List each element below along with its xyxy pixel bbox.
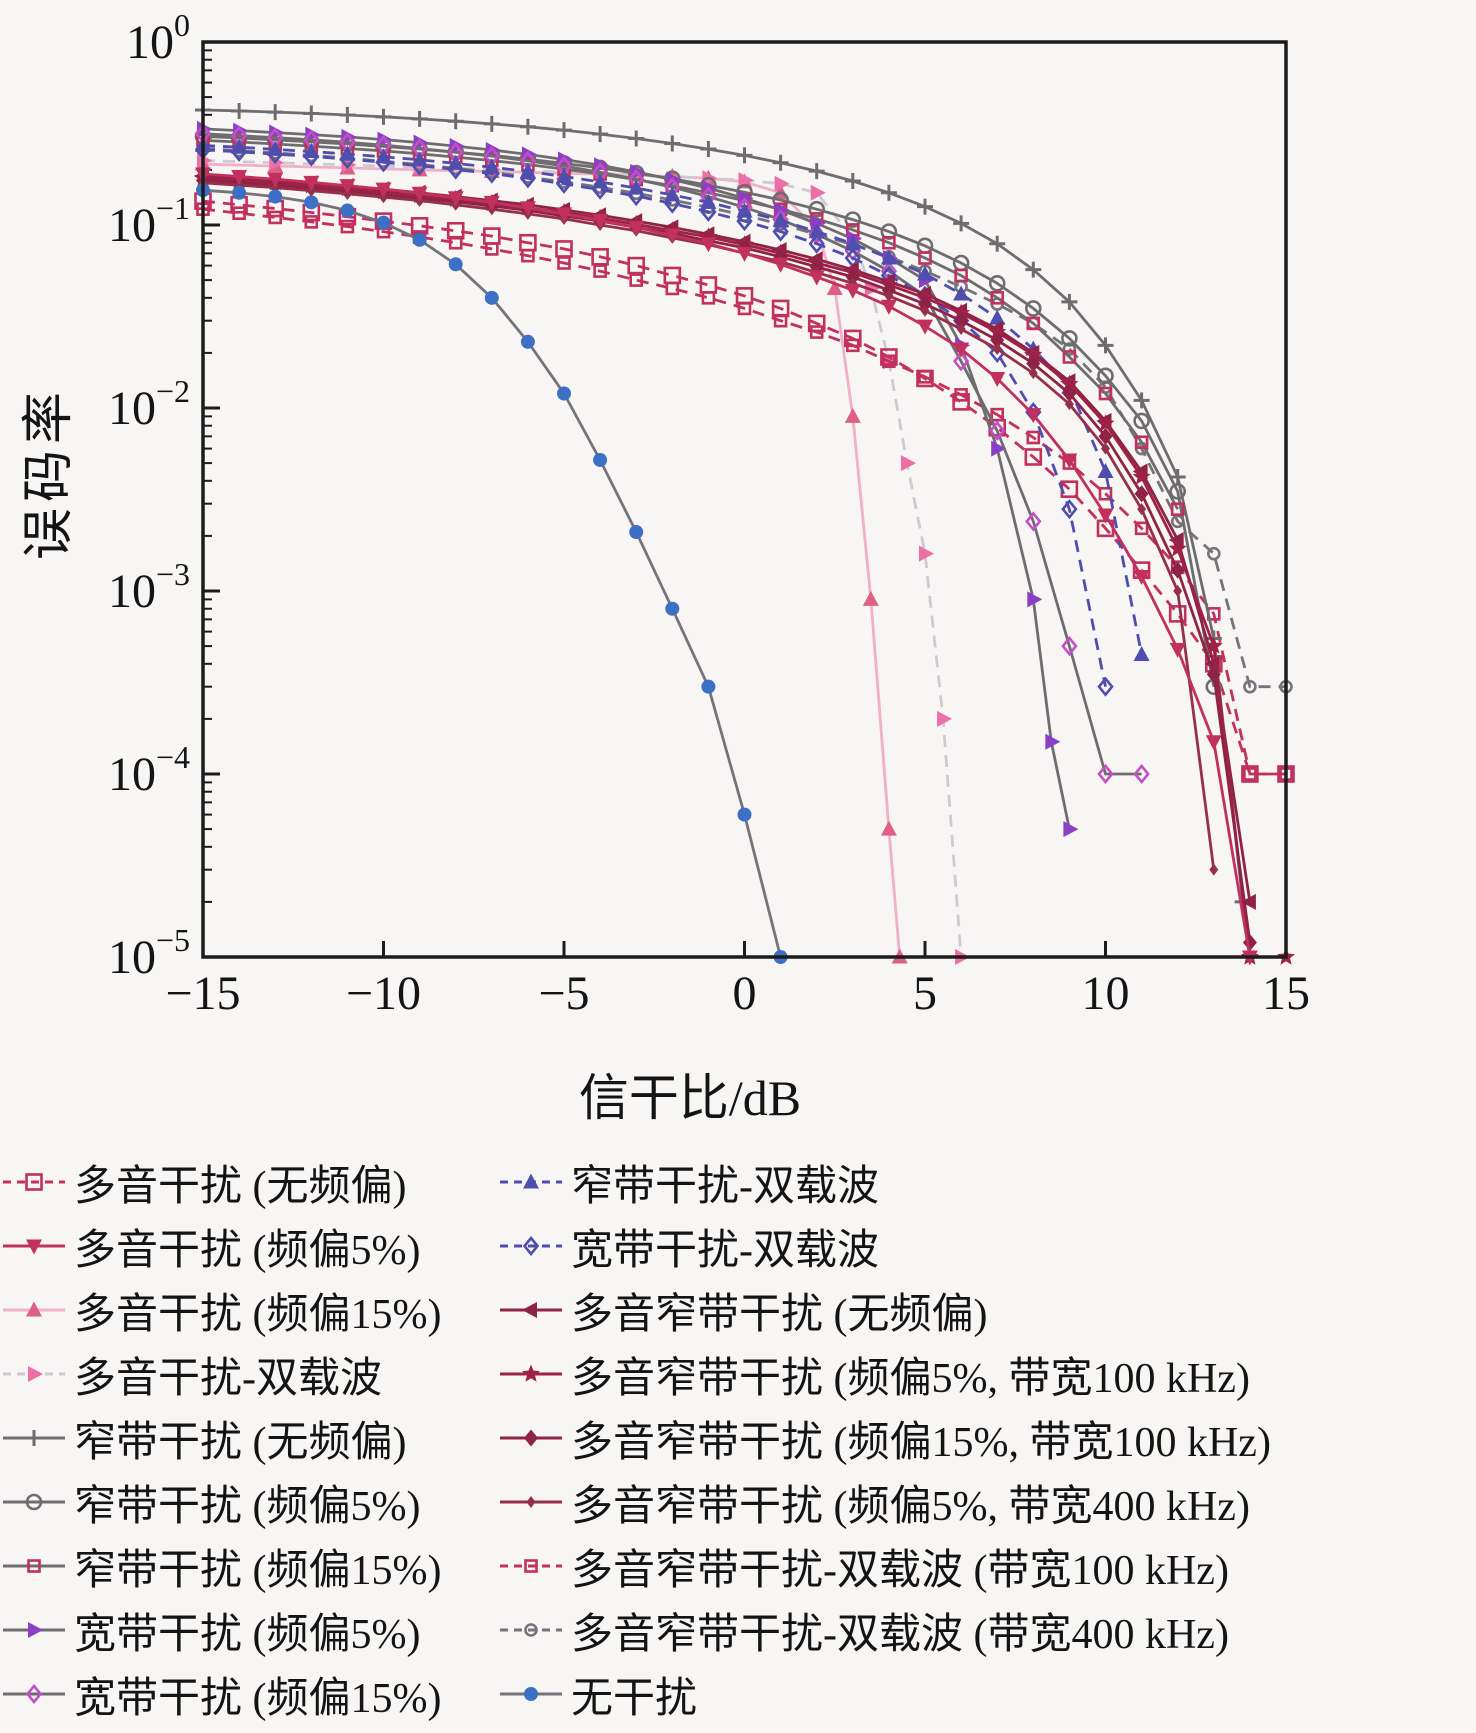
- legend-label: 多音窄带干扰-双载波 (带宽400 kHz): [571, 1611, 1229, 1658]
- legend-label: 多音窄带干扰-双载波 (带宽100 kHz): [571, 1547, 1229, 1594]
- legend-item: 窄带干扰 (频偏5%): [2, 1472, 499, 1533]
- legend-item: 宽带干扰 (频偏5%): [2, 1600, 499, 1661]
- ber-curve-1: [195, 167, 1258, 966]
- legend-label: 窄带干扰-双载波: [571, 1163, 879, 1210]
- x-tick-label: 15: [1262, 967, 1310, 1020]
- ber-chart-svg: 100 10−1 10−2 10−3 10−4 10−5−15 −10 −5 0 5 10 15: [108, 7, 1310, 1020]
- x-tick-label: 0: [733, 967, 757, 1020]
- legend-marker-icon: [500, 1496, 562, 1508]
- legend-marker-icon: [500, 1429, 562, 1447]
- legend-marker-icon: [3, 1430, 65, 1446]
- legend-item: 多音窄带干扰-双载波 (带宽400 kHz): [499, 1600, 1474, 1661]
- x-tick-label: 5: [913, 967, 937, 1020]
- legend-item: 窄带干扰 (频偏15%): [2, 1536, 499, 1597]
- legend-label: 窄带干扰 (无频偏): [74, 1419, 407, 1466]
- x-tick-label: −10: [346, 967, 421, 1020]
- legend-marker-icon: [500, 1559, 562, 1573]
- ber-curve-15: [196, 202, 1293, 781]
- legend-item: 多音窄带干扰 (频偏5%, 带宽100 kHz): [499, 1344, 1474, 1405]
- ber-curve-11: [194, 168, 1256, 910]
- ber-curve-10: [194, 139, 1114, 697]
- legend-item: 多音窄带干扰-双载波 (带宽100 kHz): [499, 1536, 1474, 1597]
- y-tick-label: 100: [126, 7, 190, 69]
- legend-label: 多音窄带干扰 (无频偏): [571, 1291, 988, 1338]
- legend-item: 多音窄带干扰 (无频偏): [499, 1280, 1474, 1341]
- y-tick-label: 10−4: [108, 739, 190, 801]
- legend-item: 宽带干扰-双载波: [499, 1216, 1474, 1277]
- legend-marker-icon: [500, 1235, 562, 1257]
- legend-label: 多音窄带干扰 (频偏5%, 带宽400 kHz): [571, 1483, 1250, 1530]
- legend-label: 多音干扰-双载波: [74, 1355, 382, 1402]
- ber-curve-13: [196, 172, 1257, 952]
- legend-label: 宽带干扰-双载波: [571, 1227, 879, 1274]
- legend-label: 无干扰: [571, 1675, 698, 1722]
- ber-chart: 100 10−1 10−2 10−3 10−4 10−5 −15 −10 −5 0 5 10 15: [108, 7, 1310, 1020]
- legend-label: 多音干扰 (频偏15%): [74, 1291, 442, 1338]
- ber-curve-4: [195, 102, 1251, 910]
- y-tick-label: 10−1: [108, 190, 190, 252]
- legend-marker-icon: [3, 1683, 65, 1705]
- y-tick-label: 10−2: [108, 373, 190, 435]
- ber-curve-14: [198, 176, 1219, 876]
- legend-item: 多音干扰 (频偏15%): [2, 1280, 499, 1341]
- legend: 多音干扰 (无频偏) 窄带干扰-双载波多音干扰 (频偏5%) 宽带干扰-双载波多音干…: [2, 1150, 1474, 1726]
- x-tick-label: 10: [1082, 967, 1130, 1020]
- legend-marker-icon: [3, 1559, 65, 1573]
- legend-marker-icon: [500, 1623, 562, 1637]
- legend-marker-icon: [3, 1366, 65, 1382]
- legend-label: 多音窄带干扰 (频偏15%, 带宽100 kHz): [571, 1419, 1271, 1466]
- legend-item: 窄带干扰-双载波: [499, 1152, 1474, 1213]
- x-tick-label: −15: [165, 967, 240, 1020]
- legend-label: 窄带干扰 (频偏15%): [74, 1547, 442, 1594]
- legend-label: 宽带干扰 (频偏5%): [74, 1611, 421, 1658]
- legend-marker-icon: [3, 1239, 65, 1255]
- legend-marker-icon: [3, 1493, 65, 1511]
- legend-marker-icon: [500, 1173, 562, 1189]
- legend-marker-icon: [500, 1364, 562, 1382]
- legend-label: 宽带干扰 (频偏15%): [74, 1675, 442, 1722]
- ber-curve-9: [195, 136, 1150, 661]
- legend-marker-icon: [3, 1622, 65, 1638]
- y-axis-title: 误码率: [21, 385, 78, 560]
- legend-marker-icon: [3, 1301, 65, 1317]
- x-tick-label: −5: [538, 967, 589, 1020]
- legend-item: 宽带干扰 (频偏15%): [2, 1664, 499, 1725]
- legend-item: 多音窄带干扰 (频偏5%, 带宽400 kHz): [499, 1472, 1474, 1533]
- ber-curve-2: [195, 155, 908, 964]
- legend-item: 窄带干扰 (无频偏): [2, 1408, 499, 1469]
- legend-item: 多音干扰 (频偏5%): [2, 1216, 499, 1277]
- legend-item: 多音窄带干扰 (频偏15%, 带宽100 kHz): [499, 1408, 1474, 1469]
- legend-item: 无干扰: [499, 1664, 1474, 1725]
- legend-marker-icon: [500, 1687, 562, 1701]
- y-tick-label: 10−5: [108, 922, 190, 984]
- figure: 100 10−1 10−2 10−3 10−4 10−5 −15 −10 −5 0 5 10 15 误码…: [21, 7, 1310, 1126]
- ber-curve-16: [196, 141, 1293, 694]
- legend-marker-icon: [500, 1302, 562, 1318]
- legend-label: 多音干扰 (频偏5%): [74, 1227, 421, 1274]
- legend-item: 多音干扰 (无频偏): [2, 1152, 499, 1213]
- x-axis-title: 信干比/dB: [578, 1070, 802, 1126]
- legend-item: 多音干扰-双载波: [2, 1344, 499, 1405]
- legend-marker-icon: [3, 1173, 65, 1191]
- legend-label: 多音干扰 (无频偏): [74, 1163, 407, 1210]
- legend-label: 窄带干扰 (频偏5%): [74, 1483, 421, 1530]
- legend-label: 多音窄带干扰 (频偏5%, 带宽100 kHz): [571, 1355, 1250, 1402]
- ber-curve-17: [196, 183, 788, 964]
- y-tick-label: 10−3: [108, 556, 190, 618]
